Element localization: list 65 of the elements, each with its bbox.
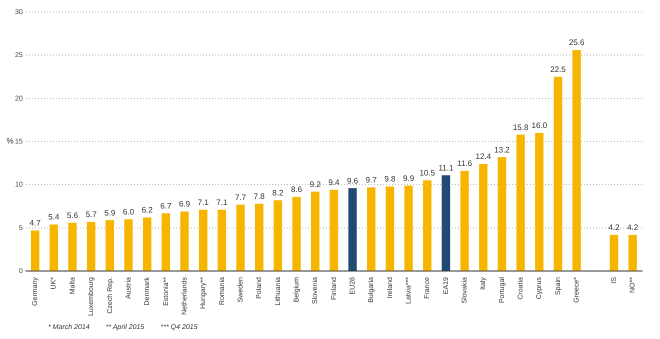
bar: [572, 50, 581, 271]
data-label: 22.5: [550, 64, 566, 74]
data-label: 4.2: [627, 223, 639, 232]
y-axis-title: %: [6, 136, 14, 146]
bar: [255, 204, 264, 271]
data-label: 10.5: [419, 168, 436, 178]
bar: [142, 218, 152, 271]
data-label: 7.1: [198, 198, 210, 207]
data-label: 8.2: [272, 188, 284, 198]
bar: [535, 132, 544, 271]
bar: [218, 210, 226, 271]
data-label: 7.1: [216, 198, 228, 207]
data-label: 4.2: [608, 223, 620, 232]
bar: [124, 219, 133, 271]
bar: [106, 220, 114, 271]
data-label: 9.7: [366, 176, 378, 185]
bar: [86, 222, 96, 271]
bar: [236, 204, 245, 271]
bar: [498, 157, 506, 271]
data-label: 4.7: [30, 218, 42, 228]
bar: [423, 180, 432, 271]
bar: [274, 200, 282, 271]
bar: [554, 76, 562, 271]
bar: [330, 190, 338, 271]
bar: [628, 234, 637, 271]
data-label: 7.8: [254, 192, 266, 201]
bar: [311, 192, 320, 271]
bar: [348, 188, 357, 271]
bar: [68, 222, 77, 271]
data-label: 5.4: [48, 212, 60, 222]
bar: [404, 186, 413, 271]
data-label: 12.4: [475, 152, 492, 162]
data-label: 9.8: [384, 174, 396, 184]
data-label: 13.2: [494, 145, 510, 154]
bar: [50, 224, 58, 271]
bar: [30, 230, 40, 271]
data-label: 6.2: [142, 206, 154, 215]
bar: [386, 186, 394, 271]
data-label: 7.7: [234, 192, 247, 202]
bar: [162, 213, 170, 271]
data-label: 5.9: [104, 208, 116, 218]
data-label: 8.6: [290, 185, 303, 194]
bar: [610, 234, 618, 271]
bar: [198, 210, 208, 271]
data-label: 5.6: [66, 210, 79, 220]
bar: [367, 187, 376, 271]
bar: [180, 211, 189, 271]
data-label: 9.4: [328, 178, 340, 188]
data-label: 16.0: [532, 121, 548, 130]
data-label: 15.8: [512, 122, 529, 132]
data-label: 5.7: [86, 210, 98, 220]
bar: [442, 175, 450, 271]
bar: [292, 196, 301, 271]
data-label: 11.1: [438, 163, 454, 172]
data-label: 6.9: [178, 200, 191, 209]
bar: [516, 134, 525, 271]
data-label: 25.6: [568, 38, 585, 48]
data-label: 9.2: [310, 180, 322, 189]
bar: [479, 164, 488, 271]
data-label: 6.7: [160, 201, 172, 210]
data-label: 6.0: [122, 207, 135, 216]
data-label: 11.6: [457, 159, 473, 168]
data-label: 9.6: [347, 176, 359, 186]
data-label: 9.9: [403, 174, 415, 183]
bar: [460, 170, 469, 271]
